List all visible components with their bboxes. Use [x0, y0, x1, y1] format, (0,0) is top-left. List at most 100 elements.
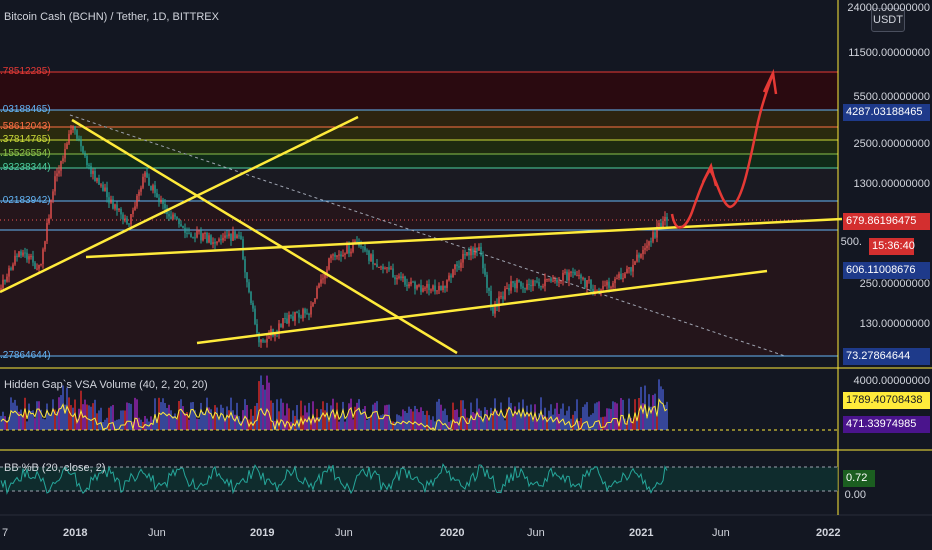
time-axis-label: Jun: [335, 527, 353, 539]
candle-body: [648, 241, 650, 246]
candle-body: [562, 272, 564, 281]
candle-body: [106, 187, 108, 198]
volume-bar: [216, 407, 218, 430]
candle-body: [76, 130, 78, 139]
volume-bar: [202, 412, 204, 430]
candle-body: [518, 280, 520, 282]
candle-body: [108, 197, 110, 204]
candle-body: [506, 288, 508, 290]
candle-body: [90, 166, 92, 174]
volume-bar: [284, 415, 286, 430]
candle-body: [130, 214, 132, 225]
volume-bar: [614, 402, 616, 430]
candle-body: [218, 239, 220, 242]
candle-body: [80, 139, 82, 147]
candle-body: [182, 226, 184, 228]
volume-bar: [592, 413, 594, 430]
candle-body: [436, 290, 438, 292]
candle-body: [120, 208, 122, 215]
candle-body: [472, 248, 474, 255]
candle-body: [450, 275, 452, 278]
candle-body: [238, 235, 240, 237]
volume-bar: [0, 415, 2, 430]
candle-body: [602, 285, 604, 290]
volume-bar: [564, 415, 566, 430]
volume-bar: [8, 417, 10, 430]
candle-body: [52, 191, 54, 200]
volume-bar: [88, 405, 90, 430]
volume-bar: [418, 412, 420, 430]
time-axis-label: 7: [2, 527, 9, 539]
volume-bar: [484, 407, 486, 430]
candle-body: [258, 332, 260, 343]
candle-body: [216, 241, 218, 244]
candle-body: [474, 247, 476, 255]
volume-bar: [356, 402, 358, 430]
fib-zones: [0, 72, 838, 356]
candle-body: [74, 126, 76, 131]
candle-body: [564, 271, 566, 273]
volume-bar: [52, 399, 54, 430]
volume-bar: [536, 421, 538, 430]
currency-button[interactable]: USDT: [871, 8, 905, 32]
volume-bar: [2, 411, 4, 430]
candle-body: [482, 254, 484, 269]
candle-body: [142, 176, 144, 188]
volume-bar: [120, 410, 122, 430]
candle-body: [178, 218, 180, 225]
volume-bar: [488, 421, 490, 430]
volume-bar: [316, 408, 318, 430]
candle-body: [288, 314, 290, 324]
volume-bar: [272, 402, 274, 430]
candle-body: [540, 286, 542, 288]
candle-body: [66, 143, 68, 150]
time-axis-label: Jun: [527, 527, 545, 539]
candle-body: [494, 303, 496, 314]
candle-body: [284, 318, 286, 320]
candle-body: [538, 282, 540, 287]
time-axis-label: 2022: [816, 527, 841, 539]
volume-bar: [366, 419, 368, 430]
candle-body: [486, 274, 488, 288]
volume-bar: [194, 410, 196, 430]
candle-body: [254, 308, 256, 325]
price-axis-label: 1300.00000000: [853, 178, 930, 190]
candle-body: [132, 210, 134, 215]
candle-body: [306, 313, 308, 315]
volume-bar: [258, 381, 260, 430]
volume-bar: [462, 400, 464, 430]
volume-bar: [372, 404, 374, 430]
candle-body: [224, 235, 226, 238]
volume-bar: [48, 413, 50, 430]
candle-body: [504, 288, 506, 300]
candle-body: [468, 252, 470, 256]
candle-body: [28, 256, 30, 260]
candle-body: [558, 281, 560, 283]
candle-body: [334, 254, 336, 257]
volume-bar: [494, 398, 496, 430]
volume-bar: [502, 415, 504, 430]
candle-body: [104, 187, 106, 192]
volume-bars: [0, 375, 668, 430]
candle-body: [464, 254, 466, 256]
candle-body: [220, 239, 222, 241]
candle-body: [552, 280, 554, 282]
volume-bar: [426, 410, 428, 430]
candle-body: [210, 235, 212, 245]
volume-bar: [572, 414, 574, 430]
volume-bar: [92, 403, 94, 430]
volume-bar: [56, 411, 58, 430]
projection-arrow: [670, 75, 774, 229]
volume-bar: [414, 405, 416, 430]
candle-body: [82, 146, 84, 153]
time-axis-label: Jun: [712, 527, 730, 539]
candle-body: [576, 275, 578, 277]
candle-body: [44, 241, 46, 250]
candle-body: [478, 246, 480, 251]
candle-body: [422, 288, 424, 292]
candle-body: [416, 285, 418, 289]
volume-bar: [162, 398, 164, 430]
volume-bar: [286, 403, 288, 430]
candle-body: [342, 254, 344, 257]
